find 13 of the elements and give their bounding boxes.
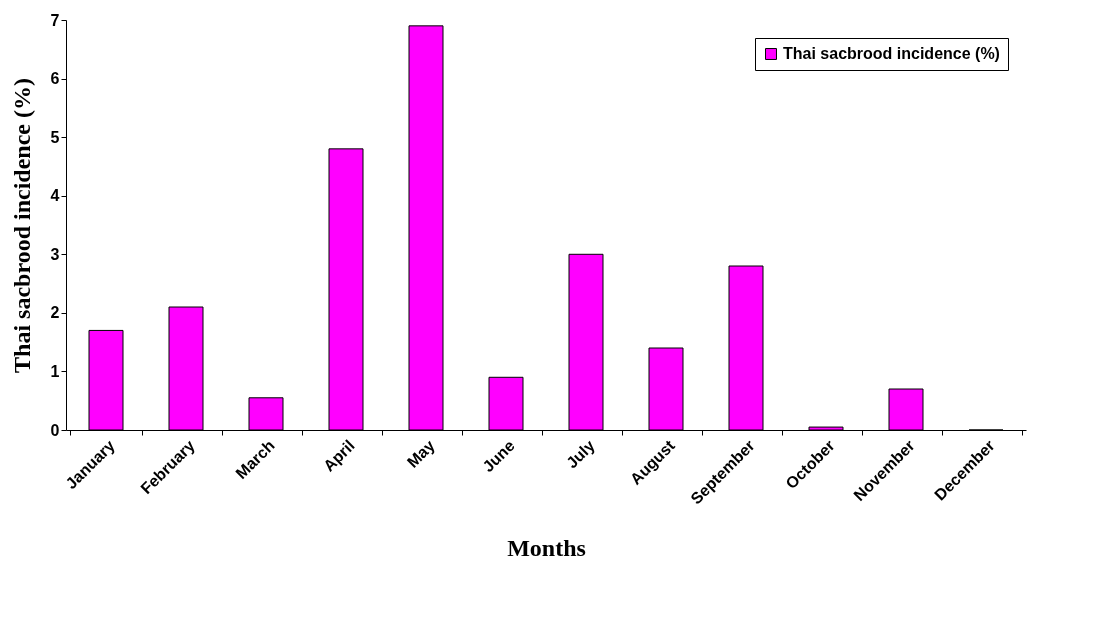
- x-tick-label: July: [563, 436, 598, 472]
- legend-label: Thai sacbrood incidence (%): [783, 45, 1000, 62]
- y-tick-label: 0: [50, 421, 60, 439]
- y-tick-label: 7: [50, 11, 60, 29]
- y-tick-label: 6: [50, 70, 60, 88]
- y-tick-label: 2: [50, 304, 60, 322]
- y-tick-label: 3: [50, 245, 60, 263]
- y-tick-label: 4: [50, 187, 60, 205]
- x-axis-title: Months: [507, 535, 586, 562]
- y-tick-label: 1: [50, 362, 60, 380]
- y-tick-label: 5: [50, 128, 60, 146]
- x-tick-label: May: [403, 436, 438, 471]
- y-axis-title: Thai sacbrood incidence (%): [8, 78, 35, 373]
